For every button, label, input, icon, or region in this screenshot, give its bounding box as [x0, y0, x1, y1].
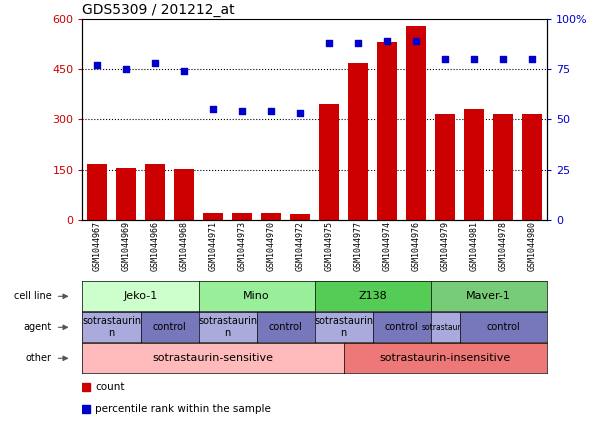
Bar [203, 213, 223, 220]
Text: cell line: cell line [14, 291, 52, 301]
Text: other: other [26, 353, 52, 363]
Bar [87, 164, 107, 220]
Text: Mino: Mino [243, 291, 270, 301]
Point [179, 68, 189, 75]
Text: sotrastaurin: sotrastaurin [422, 323, 469, 332]
Point [499, 56, 508, 63]
Point [150, 60, 160, 67]
Point [353, 40, 363, 47]
Point [92, 62, 102, 69]
Point [208, 106, 218, 113]
Point [382, 38, 392, 44]
Text: sotrastaurin
n: sotrastaurin n [314, 316, 373, 338]
Text: sotrastaurin-insensitive: sotrastaurin-insensitive [379, 353, 511, 363]
Bar [174, 169, 194, 220]
Text: sotrastaurin
n: sotrastaurin n [82, 316, 141, 338]
Text: sotrastaurin
n: sotrastaurin n [198, 316, 257, 338]
Text: control: control [269, 322, 302, 332]
Text: GDS5309 / 201212_at: GDS5309 / 201212_at [82, 3, 235, 16]
Bar [406, 26, 426, 220]
Text: agent: agent [23, 322, 52, 332]
Bar [145, 164, 165, 220]
Text: sotrastaurin-sensitive: sotrastaurin-sensitive [153, 353, 274, 363]
Text: control: control [385, 322, 419, 332]
Point [441, 56, 450, 63]
Text: Maver-1: Maver-1 [466, 291, 511, 301]
Bar [522, 115, 543, 220]
Bar [232, 213, 252, 220]
Bar [319, 104, 339, 220]
Text: control: control [153, 322, 186, 332]
Text: Z138: Z138 [358, 291, 387, 301]
Point [266, 108, 276, 115]
Point [411, 38, 421, 44]
Point [527, 56, 537, 63]
Point [469, 56, 479, 63]
Bar [493, 115, 513, 220]
Bar [290, 214, 310, 220]
Text: count: count [95, 382, 125, 392]
Point [237, 108, 247, 115]
Bar [261, 213, 281, 220]
Point [295, 110, 305, 117]
Bar [435, 115, 455, 220]
Text: percentile rank within the sample: percentile rank within the sample [95, 404, 271, 414]
Point [121, 66, 131, 73]
Text: control: control [486, 322, 520, 332]
Point [324, 40, 334, 47]
Bar [116, 168, 136, 220]
Bar [464, 110, 485, 220]
Text: Jeko-1: Jeko-1 [123, 291, 158, 301]
Bar [377, 42, 397, 220]
Bar [348, 63, 368, 220]
